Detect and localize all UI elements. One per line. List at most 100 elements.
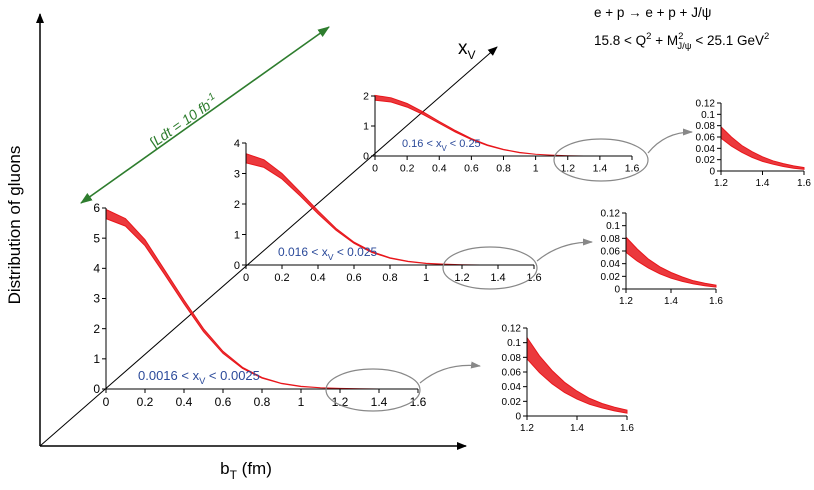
zoom-ellipse-2 — [442, 246, 538, 290]
y-tick-label: 0.12 — [601, 209, 621, 220]
y-tick-label: 0.1 — [606, 221, 620, 232]
x-tick-label: 1.4 — [570, 423, 584, 434]
y-tick-label: 1 — [363, 121, 369, 133]
zoom-ellipse-1 — [325, 368, 421, 412]
zoom-arrow-2 — [536, 238, 593, 262]
y-tick-label: 0.1 — [507, 338, 521, 349]
y-tick-label: 0.12 — [696, 99, 716, 110]
y-tick-label: 0.04 — [696, 144, 716, 155]
y-tick-label: 0 — [234, 260, 240, 272]
x-tick-label: 0.2 — [400, 163, 415, 175]
x-axis-label: bT (fm) — [220, 459, 272, 482]
x-tick-label: 0 — [372, 163, 378, 175]
reaction-label: e + p → e + p + J/ψ — [594, 5, 711, 20]
gluon-band — [105, 208, 418, 390]
y-tick-label: 0.08 — [502, 353, 522, 364]
x-tick-label: 1.6 — [526, 272, 541, 284]
x-tick-label: 0 — [243, 272, 249, 284]
y-tick-label: 6 — [93, 201, 100, 215]
xv-axis-label: xV — [458, 38, 476, 62]
zoom-ellipse-3 — [553, 138, 649, 182]
x-tick-label: 1 — [533, 163, 539, 175]
y-tick-label: 0 — [363, 151, 369, 163]
x-tick-label: 1.4 — [664, 296, 678, 307]
y-tick-label: 0 — [709, 167, 715, 178]
gluon-band — [526, 335, 628, 414]
x-tick-label: 0.6 — [464, 163, 479, 175]
y-tick-label: 0.02 — [502, 397, 522, 408]
panel-1: 0 0.2 0.4 0.6 0.8 1 1.2 1.4 1.6 0 1 2 3 4 5 6 0.0016 < x… — [93, 201, 426, 409]
x-tick-label: 0.2 — [274, 272, 289, 284]
xv-range-label: 0.16 < xV < 0.25 — [402, 138, 481, 153]
x-tick-label: 0 — [103, 395, 110, 409]
gluon-band — [625, 235, 717, 288]
panel-5: 1.2 1.4 1.6 0 0.02 0.040.06 0.08 0.10.12 — [601, 209, 724, 308]
x-tick-label: 1.4 — [593, 163, 608, 175]
x-tick-label: 1.2 — [520, 423, 534, 434]
y-tick-label: 2 — [93, 322, 100, 336]
y-tick-label: 0.06 — [502, 368, 522, 379]
y-tick-label: 1 — [93, 352, 100, 366]
x-tick-label: 1 — [423, 272, 429, 284]
xv-axis — [39, 46, 498, 447]
y-tick-label: 0.06 — [696, 133, 716, 144]
x-tick-label: 0.4 — [432, 163, 447, 175]
x-tick-label: 0.4 — [310, 272, 325, 284]
x-tick-label: 1.4 — [371, 395, 388, 409]
x-tick-label: 0.8 — [496, 163, 511, 175]
panel-2: 0 0.2 0.4 0.6 0.8 1 1.2 1.4 1.6 0 1 2 3 4 0.016 < xV <… — [234, 138, 542, 284]
panel-3: 0 0.2 0.4 0.6 0.8 1 1.2 1.4 1.6 0 1 2 0.16 < xV < 0.… — [363, 91, 639, 175]
y-tick-label: 0.04 — [502, 382, 522, 393]
y-tick-label: 3 — [234, 168, 240, 180]
y-tick-label: 1 — [234, 229, 240, 241]
luminosity-label: ∫Ldt = 10 fb-1 — [145, 91, 221, 152]
y-tick-label: 0.08 — [696, 121, 716, 132]
x-tick-label: 1.6 — [709, 296, 723, 307]
x-tick-label: 1.4 — [490, 272, 505, 284]
x-tick-label: 1.6 — [410, 395, 427, 409]
y-tick-label: 4 — [234, 138, 240, 150]
x-tick-label: 1.6 — [620, 423, 634, 434]
y-tick-label: 5 — [93, 231, 100, 245]
y-tick-label: 0 — [614, 285, 620, 296]
x-tick-label: 0.8 — [254, 395, 271, 409]
y-tick-label: 3 — [93, 292, 100, 306]
gluon-band — [720, 125, 805, 170]
xv-range-label: 0.0016 < xV < 0.0025 — [138, 368, 260, 386]
x-tick-label: 1.6 — [625, 163, 640, 175]
x-tick-label: 1.2 — [454, 272, 469, 284]
zoom-arrow-3 — [647, 128, 693, 154]
x-tick-label: 0.4 — [176, 395, 193, 409]
kinematic-range-label: 15.8 < Q2 + M2 J/ψ < 25.1 GeV2 — [594, 31, 769, 52]
y-tick-label: 0.02 — [696, 155, 716, 166]
luminosity-arrow — [80, 26, 330, 204]
x-tick-label: 1 — [298, 395, 305, 409]
x-tick-label: 1.2 — [619, 296, 633, 307]
y-tick-label: 2 — [234, 199, 240, 211]
x-tick-label: 1.2 — [560, 163, 575, 175]
y-tick-label: 0 — [93, 382, 100, 396]
x-tick-label: 0.8 — [382, 272, 397, 284]
x-tick-label: 0.2 — [137, 395, 154, 409]
y-tick-label: 0.12 — [502, 324, 522, 335]
zoom-arrow-1 — [419, 361, 481, 384]
y-tick-label: 0.04 — [601, 259, 621, 270]
x-tick-label: 1.2 — [332, 395, 349, 409]
y-tick-label: 0.02 — [601, 272, 621, 283]
panel-6: 1.2 1.4 1.6 00.020.040.060.080.10.12 — [696, 99, 812, 190]
x-tick-label: 1.2 — [714, 178, 728, 189]
y-tick-label: 0.06 — [601, 247, 621, 258]
x-tick-label: 1.4 — [756, 178, 770, 189]
y-tick-label: 0.08 — [601, 234, 621, 245]
y-tick-label: 4 — [93, 262, 100, 276]
x-tick-label: 0.6 — [346, 272, 361, 284]
panel-4: 1.2 1.4 1.6 0 0.02 0.04 0.06 0.08 0.1 0.12 — [502, 324, 635, 435]
x-tick-label: 1.6 — [797, 178, 811, 189]
y-tick-label: 2 — [363, 91, 369, 103]
xv-range-label: 0.016 < xV < 0.025 — [278, 245, 378, 262]
y-tick-label: 0.1 — [701, 110, 715, 121]
y-axis-label: Distribution of gluons — [5, 146, 24, 305]
x-tick-label: 0.6 — [215, 395, 232, 409]
y-tick-label: 0 — [515, 412, 521, 423]
